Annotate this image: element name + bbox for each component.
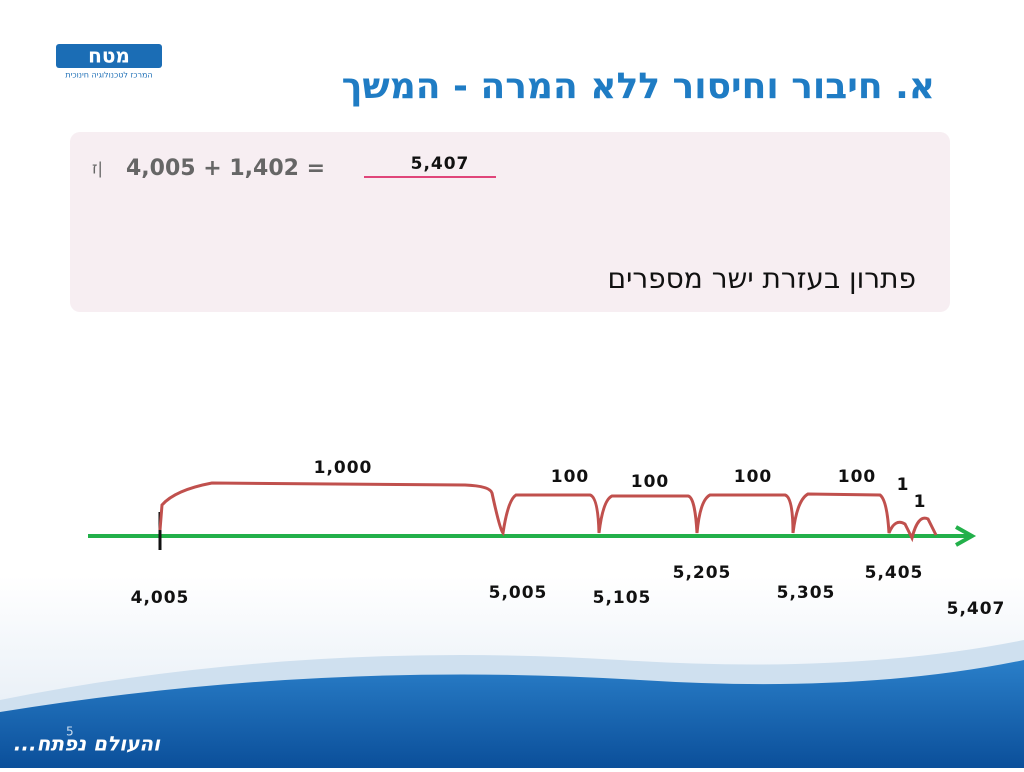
point-label: 4,005 bbox=[131, 588, 190, 608]
number-line-arrow bbox=[955, 525, 977, 547]
result-label: 5,407 bbox=[947, 599, 1006, 619]
logo-name: מטח bbox=[88, 44, 130, 68]
point-label: 5,205 bbox=[673, 563, 732, 583]
exercise-expression: 4,005 + 1,402 = bbox=[126, 156, 325, 181]
jump-label: 100 bbox=[551, 467, 590, 487]
slide-number: 5 bbox=[66, 725, 74, 739]
footer-slogan: והעולם נפתח... bbox=[14, 732, 161, 756]
logo-badge bbox=[56, 44, 162, 68]
exercise-box bbox=[70, 132, 950, 312]
jump-label: 1 bbox=[897, 475, 910, 495]
jump-arcs bbox=[158, 481, 938, 543]
wave bbox=[0, 660, 1024, 768]
logo-tagline: המרכז לטכנולוגיה חינוכית bbox=[65, 71, 152, 80]
slide-title: א. חיבור וחיסור ללא המרה - המשך bbox=[342, 66, 935, 107]
jump-label: 100 bbox=[734, 467, 773, 487]
exercise-answer: 5,407 bbox=[411, 154, 470, 174]
point-label: 5,005 bbox=[489, 583, 548, 603]
point-label: 5,105 bbox=[593, 588, 652, 608]
jump-label: 1,000 bbox=[314, 458, 373, 478]
jump-label: 1 bbox=[914, 492, 927, 512]
point-label: 5,405 bbox=[865, 563, 924, 583]
point-label: 5,305 bbox=[777, 583, 836, 603]
exercise-marker: ז| bbox=[92, 159, 103, 178]
jump-label: 100 bbox=[838, 467, 877, 487]
jump-label: 100 bbox=[631, 472, 670, 492]
caption: פתרון בעזרת ישר מספרים bbox=[608, 262, 917, 295]
